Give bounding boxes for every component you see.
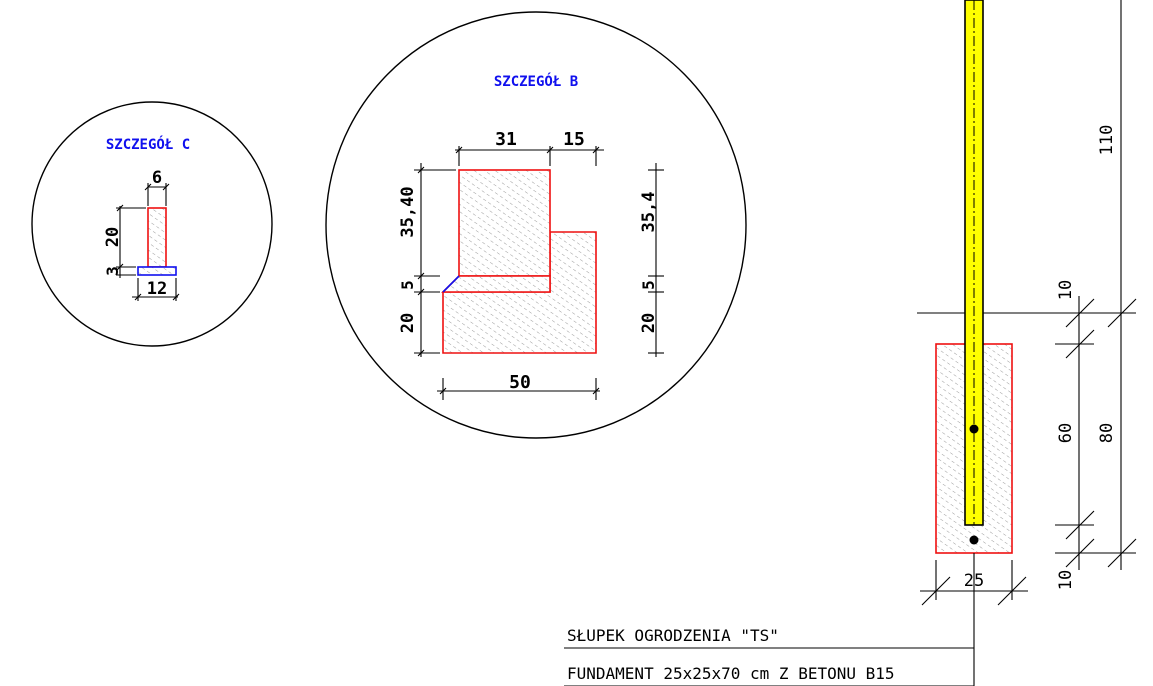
dim-b-bottom: 50 — [509, 372, 531, 393]
title-block: SŁUPEK OGRODZENIA "TS" FUNDAMENT 25x25x7… — [564, 626, 974, 686]
detail-b-circle — [325, 11, 747, 439]
dim-b-left-lower: 20 — [398, 313, 418, 333]
dim-b-right-mid: 5 — [639, 280, 658, 290]
dim-b-left-mid: 5 — [398, 280, 417, 290]
dim-foundation-total: 80 — [1097, 423, 1117, 443]
foundation-bottom-point — [969, 535, 979, 545]
post-section: 110 10 60 80 10 25 — [917, 0, 1137, 686]
detail-c: SZCZEGÓŁ C 6 20 3 12 — [31, 101, 273, 347]
dim-c-base-w: 12 — [147, 279, 167, 299]
dim-c-top: 6 — [152, 168, 162, 188]
detail-b: SZCZEGÓŁ B 31 15 35,40 5 20 — [325, 11, 747, 439]
detail-c-title: SZCZEGÓŁ C — [106, 135, 190, 153]
label-foundation: FUNDAMENT 25x25x70 cm Z BETONU B15 — [567, 664, 895, 683]
dim-post-above: 110 — [1097, 125, 1117, 156]
detail-b-title: SZCZEGÓŁ B — [494, 72, 578, 90]
dim-post-embed: 60 — [1056, 423, 1076, 443]
detail-b-upper-block — [458, 169, 551, 277]
label-post: SŁUPEK OGRODZENIA "TS" — [567, 626, 779, 645]
detail-c-circle — [31, 101, 273, 347]
dim-post-top-offset: 10 — [1056, 280, 1076, 300]
dim-b-left-upper: 35,40 — [398, 186, 418, 237]
detail-c-stem — [147, 207, 167, 268]
dim-b-top-right: 15 — [563, 129, 585, 150]
post-anchor-point — [969, 424, 979, 434]
dim-c-stem: 20 — [103, 227, 123, 247]
dim-post-bottom-offset: 10 — [1056, 570, 1076, 590]
dim-c-base-h: 3 — [103, 266, 122, 276]
dim-b-right-upper: 35,4 — [639, 192, 659, 233]
detail-c-base — [137, 266, 177, 276]
detail-b-joint — [441, 275, 551, 293]
dim-foundation-width: 25 — [964, 571, 984, 591]
dim-b-top-left: 31 — [495, 129, 517, 150]
dim-b-right-lower: 20 — [639, 313, 659, 333]
